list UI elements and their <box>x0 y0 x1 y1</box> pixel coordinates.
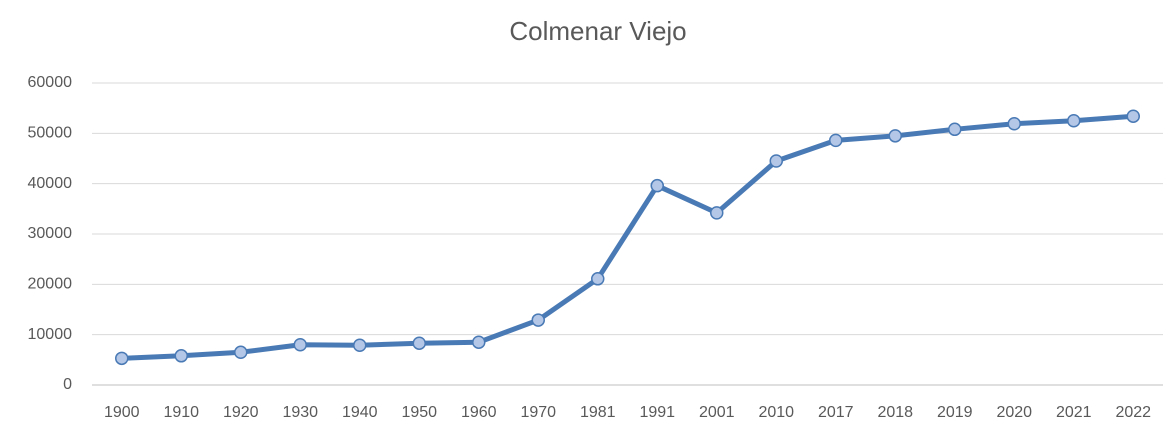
x-tick-label: 1970 <box>520 404 556 421</box>
x-tick-label: 2017 <box>818 404 854 421</box>
x-tick-label: 2010 <box>758 404 794 421</box>
chart-title: Colmenar Viejo <box>509 16 686 46</box>
x-tick-label: 1960 <box>461 404 497 421</box>
x-tick-label: 2022 <box>1115 404 1151 421</box>
x-tick-label: 1981 <box>580 404 616 421</box>
data-point <box>1007 117 1021 131</box>
x-tick-label: 2018 <box>877 404 913 421</box>
y-tick-label: 50000 <box>28 125 73 142</box>
data-point <box>412 336 426 350</box>
data-point <box>769 154 783 168</box>
x-tick-label: 1910 <box>163 404 199 421</box>
x-tick-label: 1920 <box>223 404 259 421</box>
x-tick-label: 2019 <box>937 404 973 421</box>
data-point <box>710 206 724 220</box>
y-tick-label: 60000 <box>28 74 73 91</box>
x-tick-label: 1900 <box>104 404 140 421</box>
data-point <box>1067 114 1081 128</box>
y-tick-label: 20000 <box>28 276 73 293</box>
x-tick-label: 2021 <box>1056 404 1092 421</box>
data-point <box>531 313 545 327</box>
data-point <box>174 349 188 363</box>
data-point <box>591 272 605 286</box>
x-tick-label: 1930 <box>282 404 318 421</box>
data-point <box>1126 109 1140 123</box>
x-tick-label: 1991 <box>639 404 675 421</box>
y-tick-label: 40000 <box>28 175 73 192</box>
data-point <box>948 122 962 137</box>
data-point <box>234 345 248 360</box>
data-point <box>888 129 902 143</box>
y-tick-label: 30000 <box>28 225 73 242</box>
x-tick-label: 2001 <box>699 404 735 421</box>
data-point <box>650 178 664 193</box>
data-point <box>829 133 843 148</box>
x-tick-label: 1950 <box>401 404 437 421</box>
y-tick-label: 10000 <box>28 326 73 343</box>
data-point <box>472 335 486 349</box>
data-line <box>119 113 1136 361</box>
data-point <box>293 337 307 352</box>
x-tick-label: 1940 <box>342 404 378 421</box>
x-tick-label: 2020 <box>996 404 1032 421</box>
data-point <box>353 338 367 352</box>
data-point <box>115 351 129 366</box>
y-tick-label: 0 <box>63 376 72 393</box>
